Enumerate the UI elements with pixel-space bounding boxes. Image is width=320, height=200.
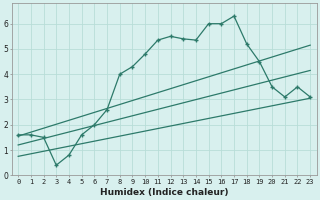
- X-axis label: Humidex (Indice chaleur): Humidex (Indice chaleur): [100, 188, 228, 197]
